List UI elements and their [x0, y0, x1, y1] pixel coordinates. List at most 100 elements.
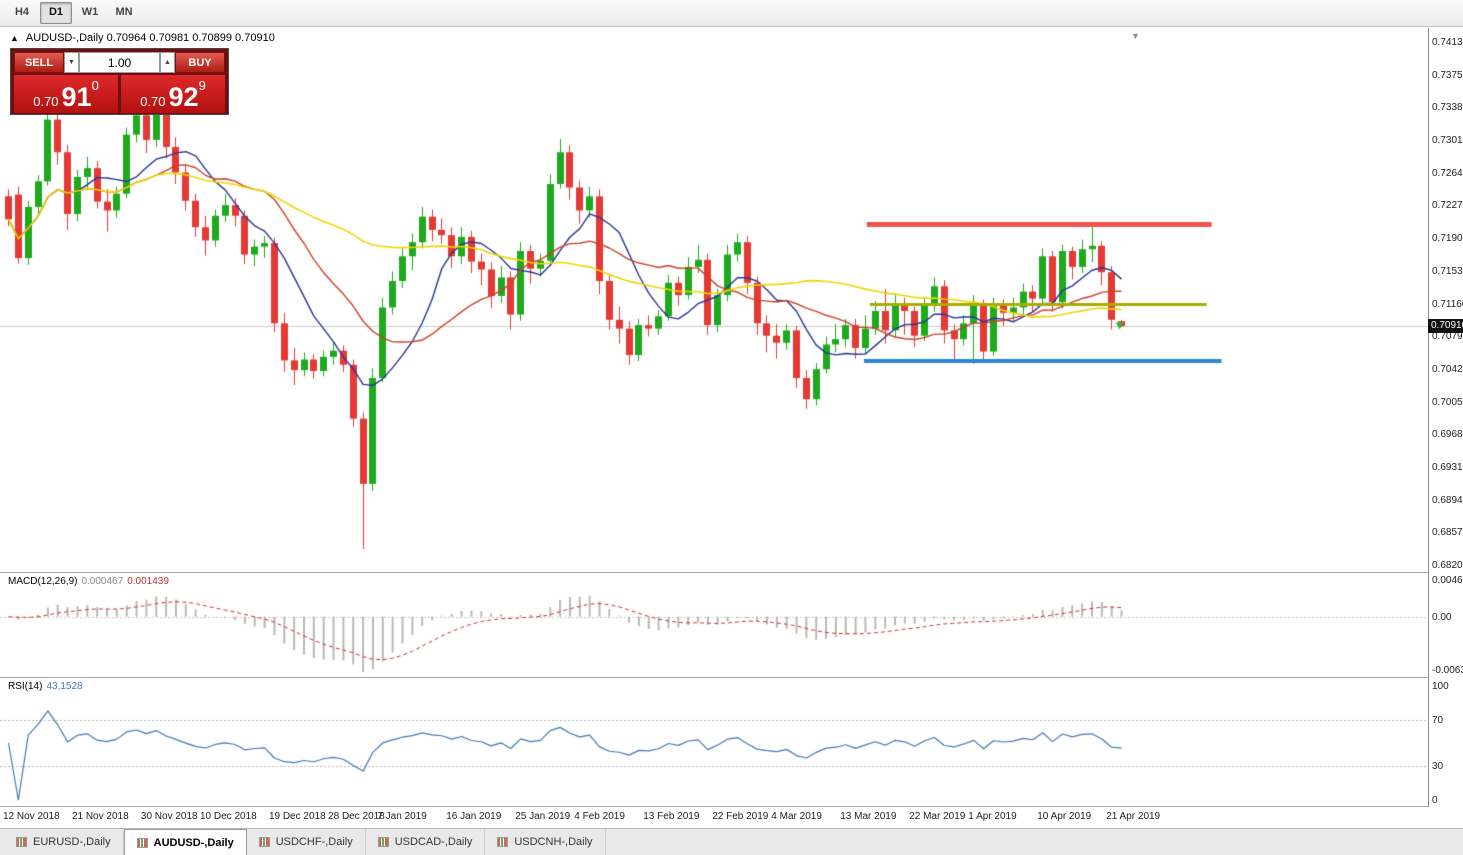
chart-tab-bar: EURUSD-,Daily AUDUSD-,Daily USDCHF-,Daily U… — [0, 828, 1463, 855]
chart-tab-icon — [377, 837, 389, 847]
panel-separator — [0, 572, 1463, 573]
rsi-axis-label: 100 — [1432, 681, 1449, 692]
macd-axis-label: -0.0063906 — [1432, 664, 1463, 676]
chart-tab-label: USDCAD-,Daily — [394, 836, 473, 848]
date-axis-label: 10 Apr 2019 — [1037, 811, 1092, 822]
rsi-value: 43.1528 — [46, 681, 83, 692]
rsi-axis-label: 0 — [1432, 795, 1438, 806]
date-axis-label: 21 Apr 2019 — [1106, 811, 1161, 822]
sell-price-big: 91 — [61, 82, 92, 113]
chart-tab-eurusd-daily[interactable]: EURUSD-,Daily — [4, 829, 124, 855]
chart-tab-audusd-daily[interactable]: AUDUSD-,Daily — [123, 829, 247, 855]
buy-price-sup: 9 — [198, 78, 206, 93]
date-axis-label: 4 Mar 2019 — [771, 811, 822, 822]
chart-tab-usdchf-daily[interactable]: USDCHF-,Daily — [247, 829, 366, 855]
chart-tab-usdcnh-daily[interactable]: USDCNH-,Daily — [485, 829, 606, 855]
chart-tab-label: USDCHF-,Daily — [275, 836, 353, 848]
buy-price-big: 92 — [168, 82, 199, 113]
buy-price-display[interactable]: 0.70 92 9 — [121, 75, 225, 113]
timeframe-button-w1[interactable]: W1 — [81, 6, 99, 18]
rsi-axis-label: 70 — [1432, 715, 1444, 727]
date-axis-label: 22 Mar 2019 — [909, 811, 966, 822]
date-axis-label: 1 Apr 2019 — [968, 811, 1017, 822]
rsi-canvas[interactable] — [0, 678, 1428, 806]
sell-price-display[interactable]: 0.70 91 0 — [14, 75, 118, 113]
date-axis-label: 10 Dec 2018 — [200, 811, 257, 822]
triangle-up-icon: ▲ — [164, 59, 171, 66]
chart-tab-usdcad-daily[interactable]: USDCAD-,Daily — [366, 829, 486, 855]
rsi-name: RSI(14) — [8, 681, 43, 692]
panel-separator — [0, 806, 1463, 807]
rsi-indicator-label: RSI(14) 43.1528 — [8, 681, 83, 692]
macd-axis-label: 0.00 — [1432, 611, 1452, 623]
chart-tab-icon — [497, 837, 509, 847]
buy-price-prefix: 0.70 — [140, 93, 166, 109]
sell-button[interactable]: SELL — [14, 52, 64, 73]
date-axis-label: 21 Nov 2018 — [71, 811, 129, 822]
macd-signal-value: 0.001439 — [127, 576, 169, 587]
macd-name: MACD(12,26,9) — [8, 576, 78, 587]
timeframe-toolbar: H4 D1 W1 MN — [0, 0, 1463, 27]
buy-button[interactable]: BUY — [175, 52, 225, 73]
chart-tab-icon — [136, 837, 148, 848]
chart-ohlc-title: AUDUSD-,Daily 0.70964 0.70981 0.70899 0.… — [25, 32, 275, 44]
sell-price-prefix: 0.70 — [33, 93, 59, 109]
volume-decrease-button[interactable]: ▼ — [64, 52, 79, 73]
date-axis-label: 30 Nov 2018 — [140, 811, 198, 822]
chart-window: ▲ AUDUSD-,Daily 0.70964 0.70981 0.70899 … — [0, 28, 1463, 828]
date-axis-label: 12 Nov 2018 — [3, 811, 60, 822]
date-axis-label: 22 Feb 2019 — [712, 811, 769, 822]
triangle-down-icon: ▼ — [68, 59, 75, 66]
macd-indicator-label: MACD(12,26,9) 0.000467 0.001439 — [8, 576, 169, 587]
time-axis[interactable]: 12 Nov 2018 21 Nov 2018 30 Nov 2018 10 Dec … — [0, 807, 1428, 828]
volume-input[interactable] — [79, 52, 160, 73]
macd-axis-label: 0.0046496 — [1432, 575, 1463, 586]
sell-price-sup: 0 — [91, 78, 99, 93]
chart-tab-label: AUDUSD-,Daily — [153, 836, 234, 849]
date-axis-label: 7 Jan 2019 — [377, 811, 427, 822]
date-axis-label: 16 Jan 2019 — [446, 811, 502, 822]
macd-canvas[interactable] — [0, 573, 1428, 677]
macd-main-value: 0.000467 — [81, 576, 124, 587]
date-axis-label: 13 Mar 2019 — [840, 811, 897, 822]
date-axis-label: 25 Jan 2019 — [515, 811, 571, 822]
chart-tab-icon — [258, 837, 270, 847]
timeframe-button-h4[interactable]: H4 — [14, 6, 30, 18]
chart-tab-label: USDCNH-,Daily — [514, 836, 593, 848]
chart-shift-marker-icon[interactable]: ▼ — [1131, 31, 1140, 41]
current-price-tag: 0.70910 — [1428, 318, 1463, 333]
timeframe-button-d1[interactable]: D1 — [40, 2, 72, 24]
main-chart-canvas[interactable] — [0, 28, 1428, 572]
chart-tab-icon — [16, 837, 27, 847]
chart-tab-label: EURUSD-,Daily — [33, 836, 111, 848]
date-axis-label: 28 Dec 2018 — [328, 811, 385, 822]
timeframe-button-mn[interactable]: MN — [115, 6, 133, 18]
date-axis-label: 19 Dec 2018 — [268, 811, 326, 822]
rsi-axis-label: 30 — [1432, 760, 1444, 772]
one-click-collapse-arrow-icon[interactable]: ▲ — [10, 32, 19, 43]
volume-increase-button[interactable]: ▲ — [160, 52, 175, 73]
chart-header: ▲ AUDUSD-,Daily 0.70964 0.70981 0.70899 … — [10, 32, 275, 44]
date-axis-label: 13 Feb 2019 — [643, 811, 700, 822]
date-axis-label: 4 Feb 2019 — [574, 811, 625, 822]
one-click-trading-panel: SELL ▼ ▲ BUY 0.70 91 0 0.70 92 — [10, 48, 229, 115]
